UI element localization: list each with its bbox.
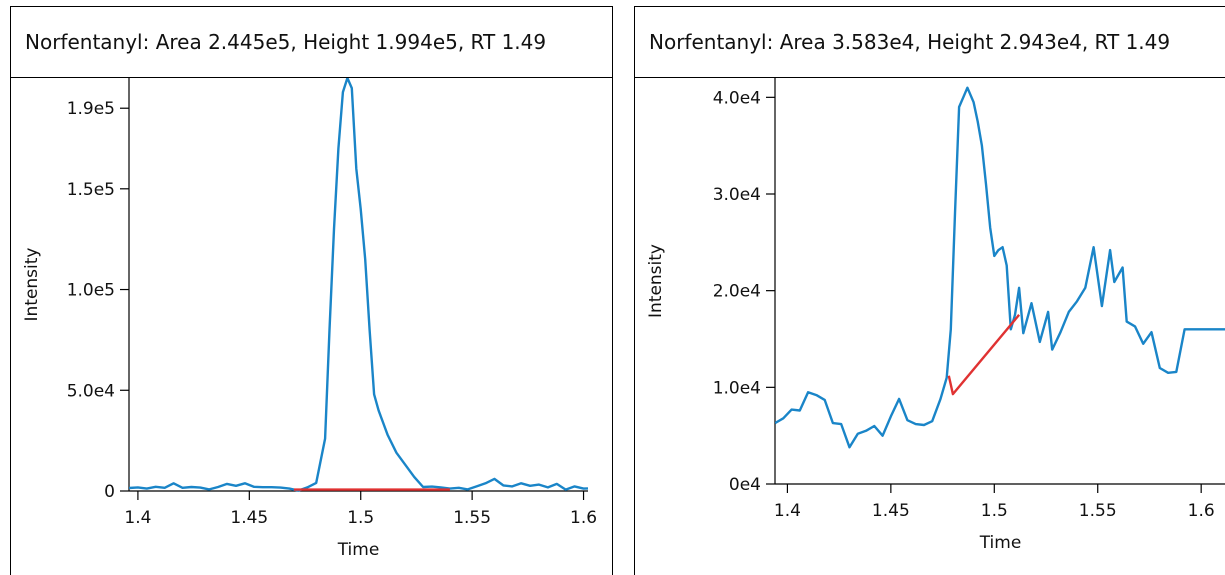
x-tick-label: 1.4 [124,508,151,528]
trace-line [129,78,589,492]
x-tick-label: 1.5 [981,501,1008,521]
y-tick-label: 1.9e5 [67,99,115,119]
x-tick-label: 1.6 [570,508,597,528]
trace-line [775,86,1225,449]
y-tick-label: 4.0e4 [713,88,761,108]
y-tick-label: 1.5e5 [67,180,115,200]
x-tick-label: 1.6 [1188,501,1215,521]
x-tick-label: 1.4 [774,501,801,521]
y-tick-label: 0 [104,482,115,502]
baseline-line [947,314,1021,396]
chart-panel-right: Norfentanyl: Area 3.583e4, Height 2.943e… [634,6,1225,575]
y-tick-label: 5.0e4 [67,381,115,401]
x-tick-label: 1.55 [1079,501,1117,521]
x-tick-label: 1.55 [453,508,491,528]
x-axis-title: Time [979,533,1022,553]
chromatogram-chart: 1.4 1.45 1.5 1.55 1.6 0e4 1.0e4 2.0e4 3.0e4 4.0e4… [646,78,1225,553]
y-tick-label: 2.0e4 [713,282,761,302]
y-tick-label: 1.0e4 [713,378,761,398]
chart-panel-left: Norfentanyl: Area 2.445e5, Height 1.994e… [10,6,613,575]
chart-title: Norfentanyl: Area 2.445e5, Height 1.994e… [11,7,612,78]
y-tick-label: 3.0e4 [713,185,761,205]
y-tick-label: 0e4 [729,475,761,495]
x-tick-label: 1.45 [230,508,268,528]
y-tick-label: 1.0e5 [67,281,115,301]
chart-title: Norfentanyl: Area 3.583e4, Height 2.943e… [635,7,1225,78]
chromatogram-chart: 1.4 1.45 1.5 1.55 1.6 0 5.0e4 1.0e5 1.5e5 1.9e5 Ti… [22,78,597,560]
x-tick-label: 1.45 [872,501,910,521]
x-axis-title: Time [337,540,380,560]
y-axis-title: Intensity [646,244,666,318]
x-tick-label: 1.5 [347,508,374,528]
y-axis-title: Intensity [22,248,42,322]
